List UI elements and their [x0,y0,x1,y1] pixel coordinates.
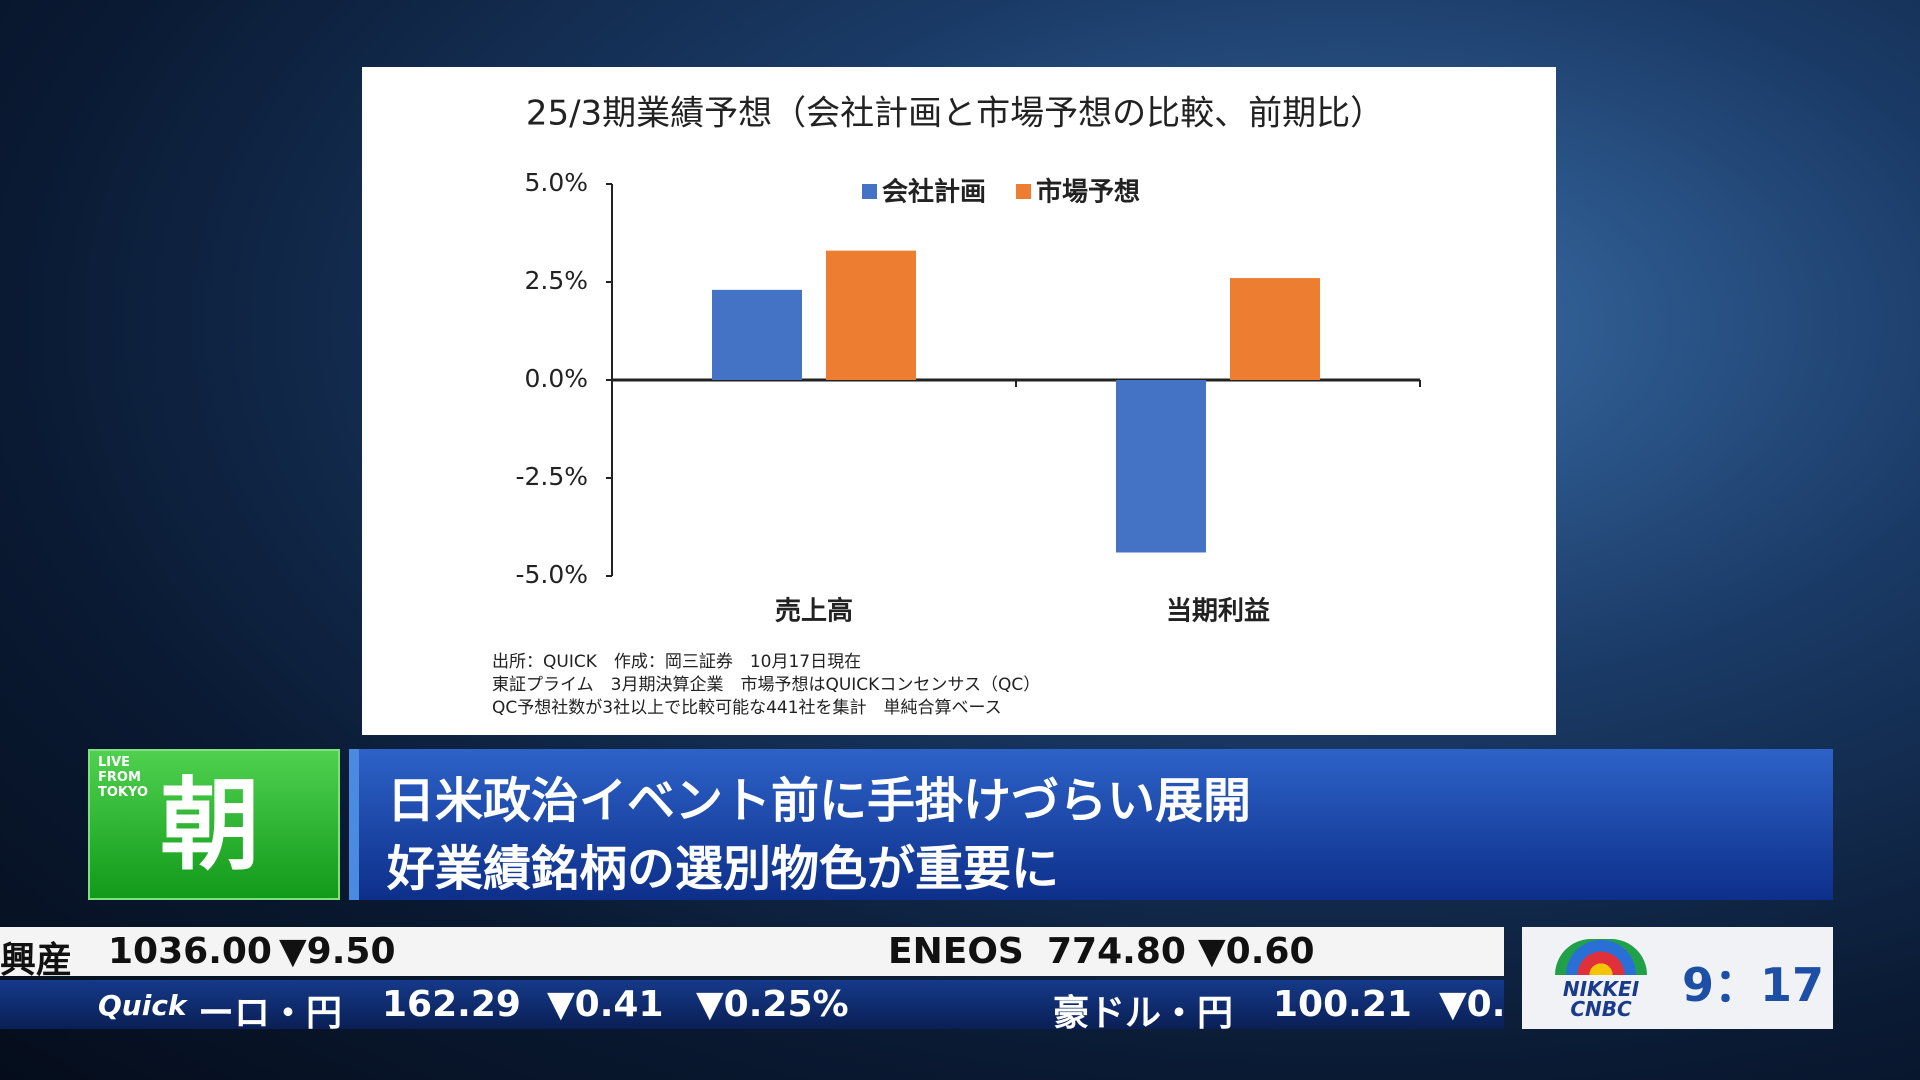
ticker-row: 興産 1036.00 ▼9.50 ENEOS 774.80 ▼0.60 [0,927,1504,976]
ticker-item: 1036.00 [108,931,272,972]
legend-swatch [862,184,877,199]
ticker-item: 興産 [0,940,73,976]
ticker-item: ▼0. [1439,984,1504,1025]
x-tick-label: 当期利益 [1166,597,1270,627]
ticker-item: 100.21 [1273,984,1412,1025]
ticker-item: 豪ドル・円 [1053,993,1234,1029]
quick-logo: Quick [98,989,187,1022]
source-note: 出所：QUICK 作成：岡三証券 10月17日現在 [492,652,861,672]
bar [712,289,802,380]
bar [1116,380,1206,553]
y-tick-label: 2.5% [524,266,588,295]
peacock-icon [1555,939,1647,975]
headline: 日米政治イベント前に手掛けづらい展開 [387,773,1252,829]
ticker-item: ENEOS [888,931,1024,972]
y-tick-label: -2.5% [515,462,588,491]
ticker-item: 774.80 [1047,931,1186,972]
ticker-row: Quick ーロ・円 162.29 ▼0.41 ▼0.25% 豪ドル・円 100… [0,980,1504,1029]
badge-line: TOKYO [98,785,148,800]
program-name: 朝 [160,767,260,884]
program-badge: LIVE FROM TOKYO 朝 [88,749,340,900]
y-tick-label: 0.0% [524,364,588,393]
source-note: 東証プライム 3月期決算企業 市場予想はQUICKコンセンサス（QC） [492,675,1040,695]
chart-title: 25/3期業績予想（会社計画と市場予想の比較、前期比） [526,94,1384,134]
clock-box: NIKKEI CNBC 9：17 [1522,927,1833,1029]
ticker-item: 162.29 [382,984,521,1025]
bar [1230,278,1320,380]
ticker-item: ▼0.25% [696,984,849,1025]
ticker-item: ▼0.41 [547,984,664,1025]
ticker-item: ▼0.60 [1198,931,1315,972]
logo: NIKKEI CNBC [1555,979,1647,1019]
chart: 25/3期業績予想（会社計画と市場予想の比較、前期比） 5.0% 2.5% 0.0%… [492,94,1421,718]
headline: 好業績銘柄の選別物色が重要に [387,841,1060,897]
y-tick-label: -5.0% [515,560,588,589]
logo-line: CNBC [1570,997,1632,1021]
bar [826,250,916,380]
headline-box: 日米政治イベント前に手掛けづらい展開 好業績銘柄の選別物色が重要に [349,749,1833,900]
logo-line: NIKKEI [1562,977,1640,1001]
live-badge: LIVE FROM TOKYO [98,755,148,800]
x-tick-label: 売上高 [775,596,853,627]
ticker-item: ▼9.50 [279,931,396,972]
badge-line: FROM [98,770,141,785]
ticker-item: ーロ・円 [198,993,343,1029]
y-tick-label: 5.0% [524,168,588,197]
source-note: QC予想社数が3社以上で比較可能な441社を集計 単純合算ベース [492,698,1002,718]
legend-label: 会社計画 [882,177,986,208]
badge-line: LIVE [98,755,131,770]
legend-label: 市場予想 [1036,177,1140,208]
legend-swatch [1016,184,1032,199]
chart-panel: 25/3期業績予想（会社計画と市場予想の比較、前期比） 5.0% 2.5% 0.0%… [362,67,1556,735]
clock: 9：17 [1682,958,1825,1012]
